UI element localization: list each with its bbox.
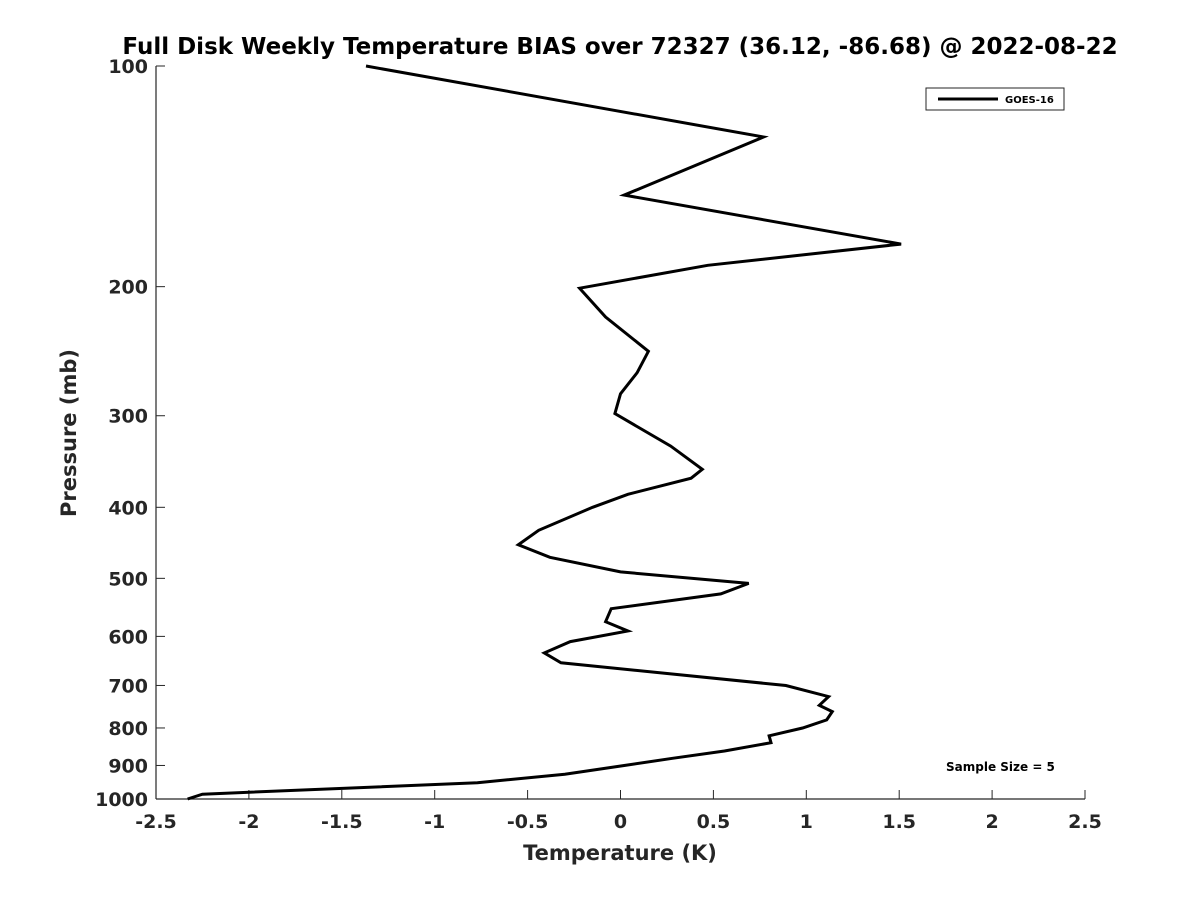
x-tick-label: 0 xyxy=(614,811,627,833)
y-tick-label: 1000 xyxy=(95,789,148,811)
x-tick-label: -2 xyxy=(238,811,259,833)
y-tick-label: 100 xyxy=(108,56,148,78)
x-tick-label: 2 xyxy=(985,811,998,833)
x-tick-label: 2.5 xyxy=(1068,811,1102,833)
x-tick-label: 0.5 xyxy=(697,811,731,833)
legend: GOES-16 xyxy=(925,87,1065,111)
x-tick-label: 1.5 xyxy=(882,811,916,833)
y-tick-label: 700 xyxy=(108,675,148,697)
y-tick-label: 800 xyxy=(108,718,148,740)
chart-title: Full Disk Weekly Temperature BIAS over 7… xyxy=(122,34,1117,60)
y-tick-label: 900 xyxy=(108,755,148,777)
y-tick-label: 500 xyxy=(108,568,148,590)
x-axis-label: Temperature (K) xyxy=(523,841,717,865)
y-tick-label: 400 xyxy=(108,497,148,519)
x-tick-label: -0.5 xyxy=(507,811,549,833)
legend-label-goes16: GOES-16 xyxy=(1005,95,1054,106)
sample-size-annotation: Sample Size = 5 xyxy=(946,760,1055,774)
y-tick-label: 300 xyxy=(108,406,148,428)
x-tick-label: 1 xyxy=(800,811,813,833)
x-axis-ticks: -2.5 -2 -1.5 -1 -0.5 0 0.5 1 1.5 2 2.5 xyxy=(135,790,1102,833)
y-axis-ticks: 100 200 300 400 500 600 700 800 900 1000 xyxy=(95,56,165,811)
x-tick-label: -1 xyxy=(424,811,445,833)
x-tick-label: -2.5 xyxy=(135,811,177,833)
series-line-goes16 xyxy=(187,64,902,801)
y-tick-label: 600 xyxy=(108,626,148,648)
y-tick-label: 200 xyxy=(108,277,148,299)
x-tick-label: -1.5 xyxy=(321,811,363,833)
y-axis-label: Pressure (mb) xyxy=(57,349,81,517)
